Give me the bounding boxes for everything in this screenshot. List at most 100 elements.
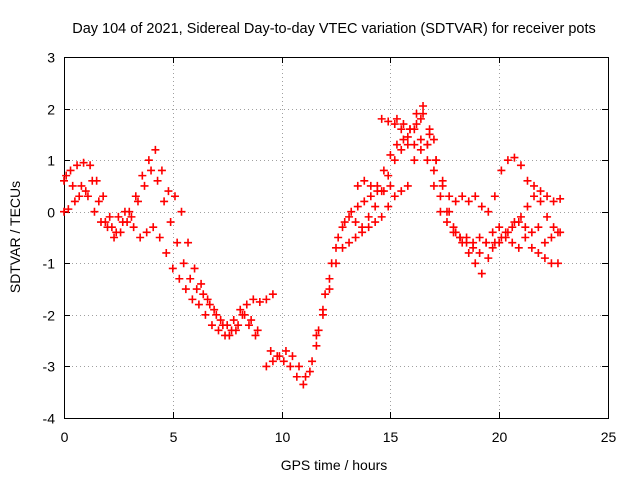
data-point <box>523 202 532 211</box>
x-tick-label: 20 <box>492 429 508 445</box>
data-point <box>68 181 77 190</box>
data-point <box>262 295 271 304</box>
data-point <box>456 233 465 242</box>
data-point <box>266 346 275 355</box>
data-point <box>410 140 419 149</box>
y-tick-label: 0 <box>47 205 55 221</box>
data-point <box>384 171 393 180</box>
data-point <box>490 238 499 247</box>
x-tick-label: 15 <box>383 429 399 445</box>
data-point <box>536 197 545 206</box>
data-point <box>96 218 105 227</box>
data-point <box>73 161 82 170</box>
data-point <box>197 279 206 288</box>
series-track-6 <box>312 135 562 340</box>
data-point <box>140 181 149 190</box>
data-point <box>366 192 375 201</box>
data-point <box>207 321 216 330</box>
data-point <box>205 300 214 309</box>
data-point <box>419 101 428 110</box>
data-point <box>305 367 314 376</box>
data-point <box>514 243 523 252</box>
data-point <box>244 321 253 330</box>
data-point <box>60 207 68 216</box>
series-track-8 <box>377 114 438 154</box>
data-point <box>181 285 190 294</box>
data-point <box>475 248 484 257</box>
data-point <box>120 207 129 216</box>
data-point <box>114 212 123 221</box>
data-point <box>464 248 473 257</box>
data-point <box>384 202 393 211</box>
data-point <box>321 290 330 299</box>
data-point <box>451 228 460 237</box>
data-point <box>436 192 445 201</box>
data-point <box>490 192 499 201</box>
data-point <box>397 187 406 196</box>
data-point <box>147 166 156 175</box>
data-point <box>312 341 321 350</box>
data-point <box>229 316 238 325</box>
data-point <box>390 156 399 165</box>
data-point <box>360 176 369 185</box>
data-point <box>377 114 386 123</box>
data-point <box>392 140 401 149</box>
data-point <box>353 181 362 190</box>
data-point <box>127 212 136 221</box>
data-point <box>292 372 301 381</box>
data-point <box>70 197 79 206</box>
data-point <box>325 274 334 283</box>
data-point <box>364 223 373 232</box>
data-point <box>353 202 362 211</box>
data-point <box>516 161 525 170</box>
data-point <box>436 207 445 216</box>
data-point <box>81 187 90 196</box>
data-points <box>60 101 565 389</box>
data-point <box>419 109 428 118</box>
data-point <box>325 285 334 294</box>
data-point <box>79 158 88 167</box>
data-point <box>318 305 327 314</box>
data-point <box>536 187 545 196</box>
data-point <box>90 207 99 216</box>
data-point <box>273 352 282 361</box>
data-point <box>186 274 195 283</box>
data-point <box>262 362 271 371</box>
data-point <box>334 233 343 242</box>
data-point <box>88 176 97 185</box>
data-point <box>164 187 173 196</box>
data-point <box>103 223 112 232</box>
data-point <box>151 145 160 154</box>
x-tick-label: 25 <box>601 429 617 445</box>
data-point <box>464 197 473 206</box>
data-point <box>242 300 251 309</box>
data-point <box>240 310 249 319</box>
x-tick-label: 10 <box>275 429 291 445</box>
data-point <box>94 197 103 206</box>
data-point <box>129 223 138 232</box>
data-point <box>534 223 543 232</box>
data-point <box>133 197 142 206</box>
data-point <box>301 372 310 381</box>
plot-frame <box>64 57 609 419</box>
x-tick-label: 5 <box>170 429 178 445</box>
series-track-7 <box>353 109 565 278</box>
data-point <box>184 238 193 247</box>
data-point <box>347 207 356 216</box>
data-point <box>308 357 317 366</box>
data-point <box>423 156 432 165</box>
data-point <box>279 357 288 366</box>
data-point <box>168 264 177 273</box>
data-point <box>390 192 399 201</box>
data-point <box>429 166 438 175</box>
data-point <box>66 166 75 175</box>
data-point <box>170 192 179 201</box>
data-point <box>351 233 360 242</box>
data-point <box>386 150 395 159</box>
data-point <box>484 254 493 263</box>
data-point <box>116 228 125 237</box>
y-tick-label: -2 <box>43 308 56 324</box>
data-point <box>508 238 517 247</box>
y-axis-label: SDTVAR / TECUs <box>7 181 23 293</box>
